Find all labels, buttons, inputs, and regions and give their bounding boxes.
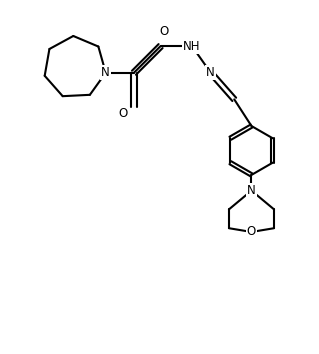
- Text: N: N: [206, 66, 215, 79]
- Text: N: N: [247, 184, 256, 197]
- Text: O: O: [118, 107, 128, 120]
- Text: O: O: [159, 25, 168, 39]
- Text: NH: NH: [183, 40, 201, 53]
- Text: N: N: [101, 66, 110, 79]
- Text: O: O: [247, 225, 256, 239]
